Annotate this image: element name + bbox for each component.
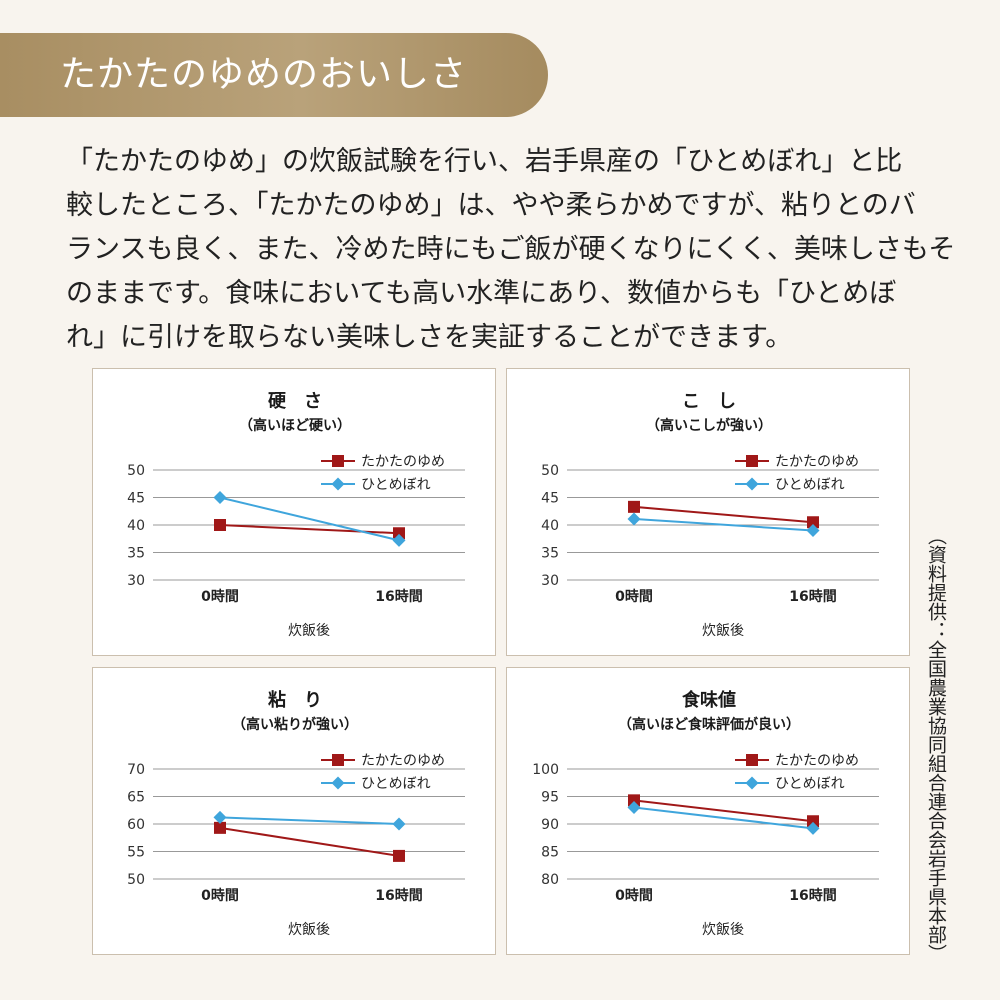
y-tick-label: 65 xyxy=(127,790,145,806)
legend-marker xyxy=(745,776,759,790)
source-credit: （資料提供：全国農業協同組合連合会岩手県本部） xyxy=(925,526,947,963)
data-point xyxy=(628,794,640,807)
legend-label: たかたのゆめ xyxy=(775,753,859,769)
chart-title: 粘 り xyxy=(268,689,322,711)
y-tick-label: 80 xyxy=(541,872,559,888)
intro-line: 「たかたのゆめ」の炊飯試験を行い、岩手県産の「ひとめぼれ」と比 xyxy=(66,146,903,177)
series-line xyxy=(633,799,814,823)
legend-marker xyxy=(745,477,759,491)
legend-marker xyxy=(332,455,344,467)
intro-line: のままです。食味においても高い水準にあり、数値からも「ひとめぼ xyxy=(66,278,897,309)
data-point xyxy=(214,821,226,834)
data-point xyxy=(393,527,405,540)
series-line xyxy=(633,505,814,524)
y-tick-label: 45 xyxy=(127,491,145,507)
x-tick-label: 0時間 xyxy=(201,588,239,605)
series-line xyxy=(219,524,400,535)
chart-taste-score: 食味値 （高いほど食味評価が良い） 80 85 90 95 100 0時間 16時間炊飯後 たかた… xyxy=(506,667,910,955)
x-axis-label: 炊飯後 xyxy=(702,622,744,639)
data-point xyxy=(806,821,820,835)
legend-marker xyxy=(746,455,758,467)
legend-label: たかたのゆめ xyxy=(775,454,859,470)
data-point xyxy=(807,815,819,828)
y-tick-label: 100 xyxy=(532,762,559,778)
y-tick-label: 40 xyxy=(127,518,145,534)
x-tick-label: 16時間 xyxy=(789,887,836,904)
chart-firmness: こ し （高いこしが強い） 30 35 40 45 50 0時間 16時間炊飯後 たかたのゆめ ひと… xyxy=(506,368,910,656)
data-point xyxy=(213,810,227,824)
series-line xyxy=(219,496,400,542)
legend-label: ひとめぼれ xyxy=(775,477,845,493)
x-tick-label: 16時間 xyxy=(789,588,836,605)
series-line xyxy=(633,806,814,830)
y-tick-label: 90 xyxy=(541,817,559,833)
data-point xyxy=(392,533,406,547)
chart-subtitle: （高い粘りが強い） xyxy=(232,716,358,733)
intro-line: ランスも良く、また、冷めた時にもご飯が硬くなりにくく、美味しさもそ xyxy=(66,234,956,265)
y-tick-label: 35 xyxy=(541,546,559,562)
data-point xyxy=(806,524,820,537)
x-tick-label: 0時間 xyxy=(201,887,239,904)
y-tick-label: 60 xyxy=(127,817,145,833)
data-point xyxy=(627,512,641,526)
series-line xyxy=(633,517,814,532)
title-banner: たかたのゆめのおいしさ xyxy=(0,33,548,117)
y-tick-label: 95 xyxy=(541,790,559,806)
y-tick-label: 30 xyxy=(127,573,145,589)
y-tick-label: 45 xyxy=(541,491,559,507)
intro-line: 較したところ、「たかたのゆめ」は、やや柔らかめですが、粘りとのバ xyxy=(66,190,916,221)
page-title: たかたのゆめのおいしさ xyxy=(60,54,468,95)
y-tick-label: 85 xyxy=(541,845,559,861)
x-tick-label: 0時間 xyxy=(615,887,653,904)
x-axis-label: 炊飯後 xyxy=(288,921,330,938)
legend-label: たかたのゆめ xyxy=(361,753,445,769)
chart-title: こ し xyxy=(682,391,736,412)
y-tick-label: 50 xyxy=(541,463,559,479)
data-point xyxy=(213,491,227,504)
legend-marker xyxy=(331,776,345,790)
chart-hardness: 硬 さ （高いほど硬い） 30 35 40 45 50 0時間 16時間炊飯後 たかたのゆめ ひとめ… xyxy=(92,368,496,656)
x-axis-label: 炊飯後 xyxy=(288,622,330,639)
chart-subtitle: （高いこしが強い） xyxy=(646,417,772,434)
y-tick-label: 50 xyxy=(127,872,145,888)
x-tick-label: 0時間 xyxy=(615,588,653,605)
legend-label: たかたのゆめ xyxy=(361,454,445,470)
data-point xyxy=(393,849,405,862)
data-point xyxy=(628,500,640,513)
legend-marker xyxy=(332,754,344,766)
series-line xyxy=(219,826,400,857)
chart-stickiness: 粘 り （高い粘りが強い） 50 55 60 65 70 0時間 16時間炊飯後 たかたのゆめ ひと… xyxy=(92,667,496,955)
legend-marker xyxy=(746,754,758,766)
y-tick-label: 40 xyxy=(541,518,559,534)
legend-label: ひとめぼれ xyxy=(775,776,845,792)
data-point xyxy=(627,801,641,814)
chart-subtitle: （高いほど食味評価が良い） xyxy=(618,716,800,733)
data-point xyxy=(214,519,226,531)
y-tick-label: 70 xyxy=(127,762,145,778)
x-axis-label: 炊飯後 xyxy=(702,921,744,938)
x-tick-label: 16時間 xyxy=(375,887,422,904)
y-tick-label: 50 xyxy=(127,463,145,479)
legend-label: ひとめぼれ xyxy=(361,477,431,493)
legend-marker xyxy=(331,477,345,491)
y-tick-label: 55 xyxy=(127,845,145,861)
x-tick-label: 16時間 xyxy=(375,588,422,605)
chart-subtitle: （高いほど硬い） xyxy=(239,417,351,434)
y-tick-label: 30 xyxy=(541,573,559,589)
series-line xyxy=(219,816,400,825)
intro-text: 「たかたのゆめ」の炊飯試験を行い、岩手県産の「ひとめぼれ」と比 較したところ、「… xyxy=(66,140,956,360)
data-point xyxy=(807,516,819,529)
chart-title: 硬 さ xyxy=(268,391,322,412)
y-tick-label: 35 xyxy=(127,546,145,562)
chart-title: 食味値 xyxy=(681,689,736,711)
legend-label: ひとめぼれ xyxy=(361,776,431,792)
data-point xyxy=(392,817,406,831)
intro-line: れ」に引けを取らない美味しさを実証することができます。 xyxy=(66,322,793,353)
